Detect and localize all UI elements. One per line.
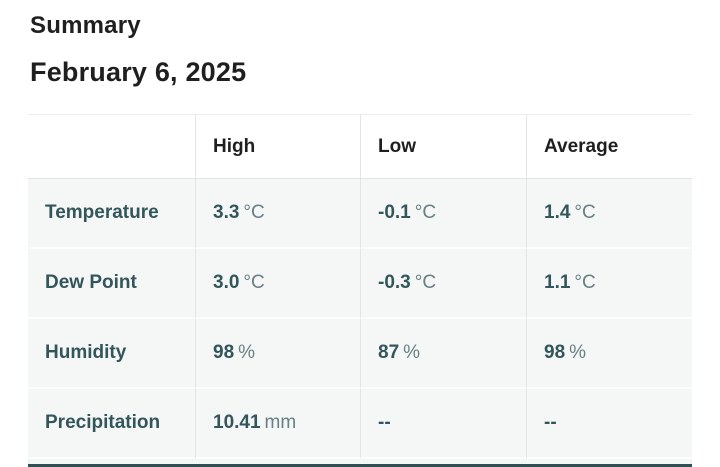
cell-unit: °C xyxy=(243,202,265,223)
column-header-low: Low xyxy=(361,114,527,179)
cell-value: 1.4 xyxy=(544,202,571,223)
cell-unit: % xyxy=(238,342,256,363)
cell-value: 3.0 xyxy=(213,272,240,293)
cut-off-next-row xyxy=(28,459,692,464)
cell-value: 1.1 xyxy=(544,272,571,293)
cell-unit: % xyxy=(403,342,421,363)
row-label: Precipitation xyxy=(28,389,196,459)
table-row-dew-point: Dew Point 3.0 °C -0.3 °C 1.1 °C xyxy=(28,249,692,319)
row-label: Humidity xyxy=(28,319,196,389)
cell-temperature-low: -0.1 °C xyxy=(361,179,527,249)
cell-humidity-low: 87% xyxy=(361,319,527,389)
cell-unit: °C xyxy=(574,202,596,223)
summary-table: High Low Average Temperature 3.3 °C -0.1 °… xyxy=(28,114,692,459)
summary-date: February 6, 2025 xyxy=(30,57,247,87)
cell-precipitation-high: 10.41 mm xyxy=(196,389,361,459)
table-row-humidity: Humidity 98% 87% 98% xyxy=(28,319,692,389)
cell-value: 87 xyxy=(378,342,400,363)
cell-unit: °C xyxy=(414,272,437,293)
cell-temperature-average: 1.4 °C xyxy=(527,179,692,249)
cell-unit: mm xyxy=(264,412,297,433)
cell-value: -- xyxy=(378,412,391,433)
page-title: Summary xyxy=(30,12,141,39)
cell-precipitation-low: -- xyxy=(361,389,527,459)
cell-value: 3.3 xyxy=(213,202,240,223)
cell-unit: °C xyxy=(414,202,437,223)
cell-dew-point-average: 1.1 °C xyxy=(527,249,692,319)
table-header-row: High Low Average xyxy=(28,114,692,179)
cell-value: 98 xyxy=(544,342,566,363)
cell-unit: °C xyxy=(243,272,265,293)
cell-value: -- xyxy=(544,412,557,433)
column-header-high: High xyxy=(196,114,361,179)
column-header-blank xyxy=(28,114,196,179)
table-row-precipitation: Precipitation 10.41 mm -- -- xyxy=(28,389,692,459)
cell-precipitation-average: -- xyxy=(527,389,692,459)
cut-off-dark-bar xyxy=(28,464,692,467)
cell-value: -0.3 xyxy=(378,272,411,293)
cell-temperature-high: 3.3 °C xyxy=(196,179,361,249)
cell-humidity-high: 98% xyxy=(196,319,361,389)
cell-value: 98 xyxy=(213,342,235,363)
cell-value: -0.1 xyxy=(378,202,411,223)
column-header-average: Average xyxy=(527,114,692,179)
cell-unit: % xyxy=(569,342,587,363)
row-label: Dew Point xyxy=(28,249,196,319)
table-row-temperature: Temperature 3.3 °C -0.1 °C 1.4 °C xyxy=(28,179,692,249)
cell-dew-point-high: 3.0 °C xyxy=(196,249,361,319)
row-label: Temperature xyxy=(28,179,196,249)
cell-dew-point-low: -0.3 °C xyxy=(361,249,527,319)
cell-value: 10.41 xyxy=(213,412,261,433)
cell-unit: °C xyxy=(574,272,596,293)
cell-humidity-average: 98% xyxy=(527,319,692,389)
